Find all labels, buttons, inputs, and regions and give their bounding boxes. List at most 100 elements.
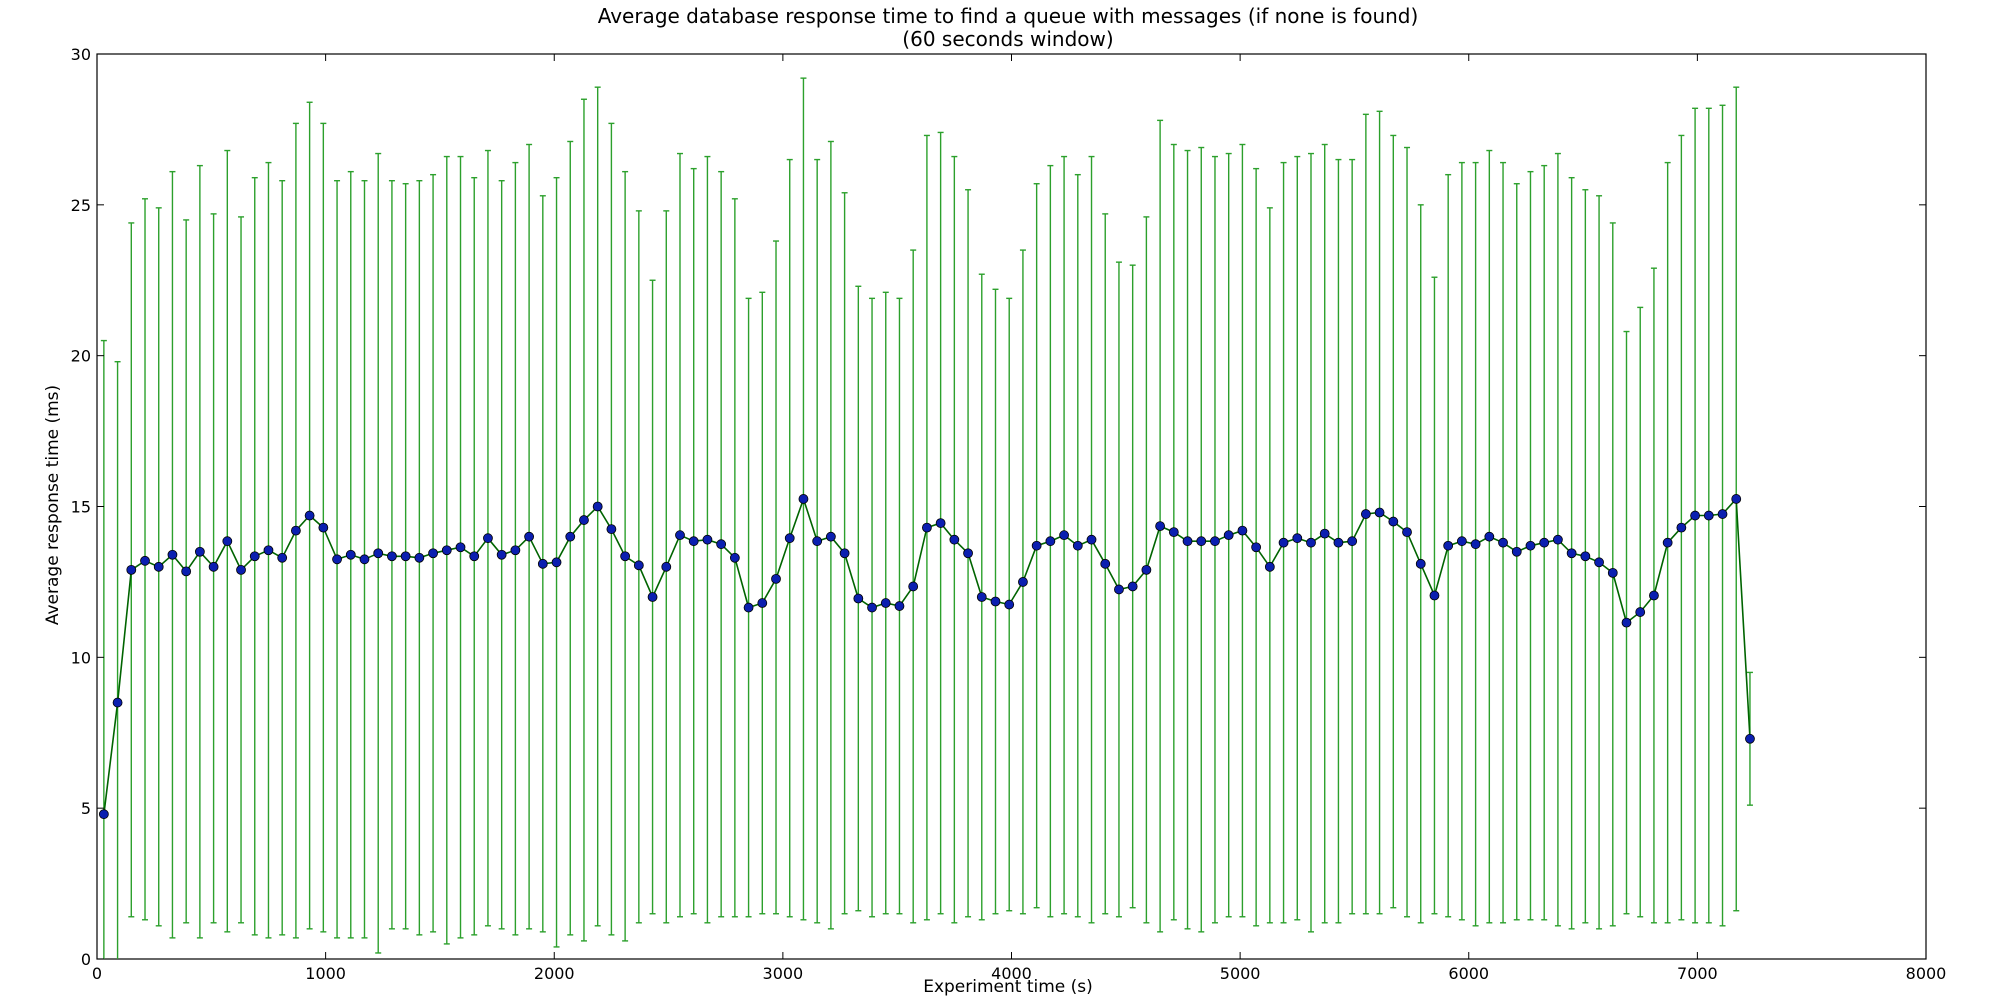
data-point xyxy=(304,510,315,521)
data-point xyxy=(167,549,178,560)
data-point xyxy=(853,593,864,604)
data-point xyxy=(976,592,987,602)
data-point xyxy=(1703,510,1714,521)
x-tick-label: 6000 xyxy=(1448,964,1489,983)
data-point xyxy=(1621,617,1632,628)
data-point xyxy=(428,548,438,559)
data-point xyxy=(441,545,452,556)
chart-subtitle: (60 seconds window) xyxy=(902,27,1113,51)
data-point xyxy=(743,602,754,613)
data-point xyxy=(1223,530,1234,541)
x-axis-label: Experiment time (s) xyxy=(923,977,1093,996)
chart-title: Average database response time to find a… xyxy=(598,4,1419,28)
data-point xyxy=(1196,536,1207,547)
data-point xyxy=(1690,510,1700,521)
data-point xyxy=(1100,558,1111,569)
data-point xyxy=(1155,521,1166,532)
error-bar xyxy=(114,361,121,959)
x-tick-label: 4000 xyxy=(991,964,1032,983)
data-point xyxy=(1402,527,1412,538)
data-point xyxy=(771,574,781,584)
x-tick-label: 3000 xyxy=(763,964,804,983)
data-point xyxy=(1018,577,1028,587)
data-point xyxy=(620,551,631,562)
data-point xyxy=(1649,590,1659,601)
y-tick-label: 0 xyxy=(81,950,91,969)
y-tick-label: 30 xyxy=(71,45,91,64)
data-point xyxy=(1388,516,1399,527)
data-point xyxy=(1470,539,1481,550)
data-point xyxy=(126,564,137,575)
data-point xyxy=(880,598,891,608)
data-point xyxy=(483,533,493,544)
data-point xyxy=(1360,509,1371,519)
data-point xyxy=(1182,536,1193,547)
data-point xyxy=(867,602,877,613)
data-point xyxy=(469,551,480,562)
y-axis-ticks: 0 5 10 15 20 25 30 xyxy=(71,45,1926,969)
data-point xyxy=(1264,561,1275,572)
data-point xyxy=(1415,558,1426,569)
data-point xyxy=(675,530,685,541)
data-point xyxy=(1511,546,1522,557)
data-point xyxy=(1456,536,1467,547)
data-point xyxy=(565,531,576,542)
data-markers xyxy=(98,494,1755,820)
data-point xyxy=(1278,537,1289,548)
data-point xyxy=(510,545,521,556)
data-point xyxy=(496,549,507,560)
data-point xyxy=(1004,599,1015,610)
data-point xyxy=(1251,542,1262,553)
error-bars xyxy=(100,77,1753,959)
data-point xyxy=(716,539,727,550)
data-point xyxy=(579,515,589,525)
data-point xyxy=(524,531,535,542)
data-point xyxy=(1127,581,1138,592)
data-point xyxy=(1553,534,1563,545)
data-point xyxy=(1676,522,1687,533)
data-point xyxy=(537,558,548,569)
data-point xyxy=(1347,536,1358,547)
data-point xyxy=(1168,527,1179,538)
data-point xyxy=(1594,557,1604,568)
data-point xyxy=(1731,494,1742,504)
data-point xyxy=(1745,733,1755,744)
data-point xyxy=(688,536,699,547)
data-point xyxy=(1607,567,1618,578)
data-point xyxy=(963,548,973,559)
data-point xyxy=(236,564,246,575)
data-point xyxy=(908,581,919,592)
data-point xyxy=(757,598,768,608)
data-point xyxy=(373,548,384,559)
data-point xyxy=(318,522,329,533)
data-point xyxy=(1210,536,1220,547)
chart-title-group: Average database response time to find a… xyxy=(598,4,1419,51)
y-tick-label: 10 xyxy=(71,648,91,667)
y-tick-label: 5 xyxy=(81,799,91,818)
data-point xyxy=(1114,584,1124,595)
x-tick-label: 8000 xyxy=(1906,964,1947,983)
x-tick-label: 1000 xyxy=(305,964,346,983)
data-point xyxy=(112,697,123,708)
data-point xyxy=(702,534,713,545)
data-point xyxy=(1141,564,1152,575)
data-point xyxy=(455,542,466,553)
data-point xyxy=(1525,540,1536,551)
data-point xyxy=(1319,528,1330,539)
x-tick-label: 5000 xyxy=(1220,964,1261,983)
error-bar xyxy=(100,339,107,959)
data-point xyxy=(277,552,288,563)
data-point xyxy=(1635,607,1646,617)
data-point xyxy=(332,554,342,565)
data-point xyxy=(1059,530,1069,541)
data-point xyxy=(1662,537,1673,548)
data-point xyxy=(922,522,932,533)
data-point xyxy=(208,561,219,572)
data-point xyxy=(935,518,946,528)
data-point xyxy=(1498,537,1508,548)
data-point xyxy=(1306,537,1316,548)
data-point xyxy=(345,549,356,560)
x-tick-label: 7000 xyxy=(1677,964,1718,983)
data-point xyxy=(1580,551,1591,562)
